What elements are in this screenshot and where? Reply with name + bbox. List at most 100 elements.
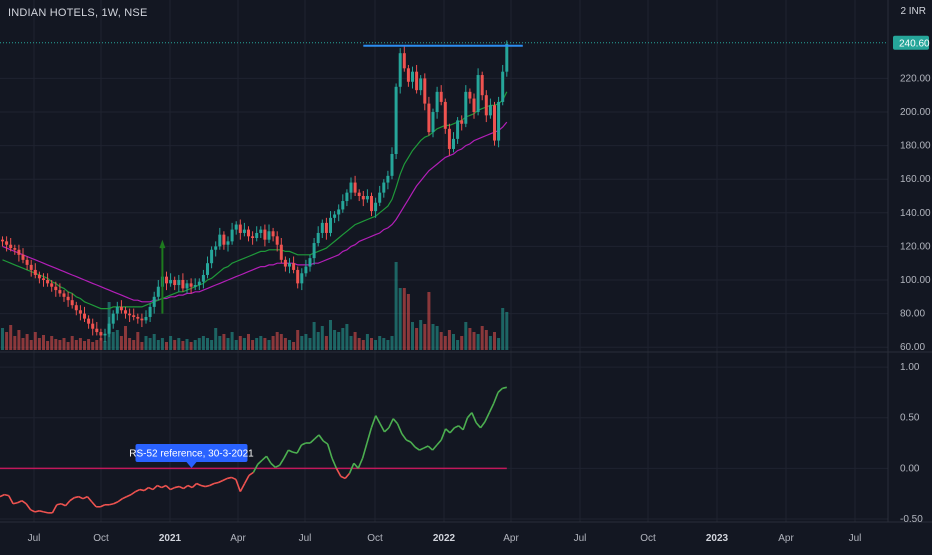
time-tick-label: Apr [778, 533, 794, 544]
rs-segment [191, 482, 198, 489]
candle-body [173, 280, 177, 286]
rs-segment [436, 439, 442, 446]
candle-body [33, 269, 37, 275]
time-tick-label: Apr [230, 533, 246, 544]
candle-body [493, 105, 496, 141]
volume-bar [419, 320, 423, 350]
volume-bar [54, 339, 58, 350]
rs-segment [12, 501, 18, 505]
candle-body [62, 293, 66, 297]
time-tick-label: Jul [299, 533, 312, 544]
rs-segment [423, 445, 429, 449]
volume-bar [283, 338, 287, 350]
volume-bar [316, 332, 320, 350]
rs-segment [458, 425, 464, 431]
candle-body [316, 232, 320, 244]
candle-body [74, 305, 78, 311]
rs-segment [56, 502, 62, 506]
candle-body [66, 296, 70, 301]
volume-bar [464, 322, 468, 350]
volume-bar [66, 342, 70, 350]
candle-body [406, 68, 410, 82]
volume-bar [21, 338, 25, 350]
volume-bar [427, 292, 431, 350]
rs-segment [113, 500, 119, 505]
rs-segment [353, 462, 359, 469]
rs-segment [366, 427, 373, 444]
volume-bar [333, 330, 337, 350]
volume-bar [505, 312, 509, 350]
rs-segment [449, 427, 455, 434]
rs-segment [471, 412, 477, 424]
time-tick-label: Apr [503, 533, 519, 544]
volume-bar [296, 330, 300, 350]
rs-segment [235, 479, 242, 492]
candle-body [382, 182, 386, 193]
candle-body [292, 263, 296, 270]
candle-body [132, 315, 136, 317]
candle-body [337, 209, 341, 215]
volume-bar [197, 338, 201, 350]
candle-body [169, 280, 173, 284]
volume-bar [259, 336, 263, 350]
volume-bar [70, 336, 74, 350]
rs-segment [183, 484, 189, 490]
volume-bar [320, 326, 324, 350]
candle-body [152, 296, 156, 307]
candle-body [312, 243, 316, 259]
volume-bar [415, 328, 419, 350]
candle-body [329, 217, 332, 233]
candle-body [452, 138, 455, 149]
candle-body [21, 254, 25, 260]
rs-segment [165, 484, 171, 491]
time-tick-label: Oct [640, 533, 656, 544]
rs-segment [60, 503, 66, 507]
candle-body [386, 175, 390, 183]
volume-bar [124, 326, 127, 350]
candle-body [488, 105, 492, 116]
rs-segment [479, 421, 486, 429]
rs-tick-label: 0.00 [900, 463, 920, 474]
volume-bar [242, 338, 246, 350]
rs-segment [326, 443, 333, 459]
volume-bar [91, 342, 95, 350]
rs-segment [274, 464, 280, 469]
rs-segment [227, 476, 232, 480]
volume-bar [5, 332, 9, 350]
volume-bar [374, 340, 378, 350]
volume-bar [87, 339, 91, 350]
sma-short-line [2, 91, 508, 310]
rs-tick-label: 1.00 [900, 362, 920, 373]
price-tick-label: 60.00 [900, 342, 925, 353]
rs-segment [314, 434, 320, 440]
volume-bar [177, 338, 181, 350]
price-tick-label: 180.00 [900, 141, 931, 152]
rs-segment [296, 444, 303, 454]
rs-segment [109, 502, 114, 506]
candle-body [255, 232, 259, 238]
candle-body [218, 234, 222, 247]
volume-bar [226, 338, 230, 350]
candle-body [181, 280, 185, 289]
sma-long-line [2, 121, 508, 303]
rs-segment [370, 415, 377, 429]
volume-bar [193, 340, 197, 350]
time-tick-label: Oct [93, 533, 109, 544]
price-tick-label: 160.00 [900, 174, 931, 185]
time-tick-label: Jul [574, 533, 587, 544]
volume-bar [501, 308, 505, 350]
rs-segment [335, 467, 342, 477]
rs-segment [231, 476, 237, 481]
candle-body [251, 236, 255, 238]
volume-bar [345, 324, 349, 350]
rs-segment [39, 510, 44, 513]
rs-segment [379, 423, 386, 433]
volume-bar [99, 338, 103, 350]
rs-segment [392, 418, 399, 425]
candle-body [37, 274, 41, 279]
rs-segment [252, 463, 259, 473]
price-tick-label: 120.00 [900, 241, 931, 252]
candle-body [349, 182, 353, 193]
